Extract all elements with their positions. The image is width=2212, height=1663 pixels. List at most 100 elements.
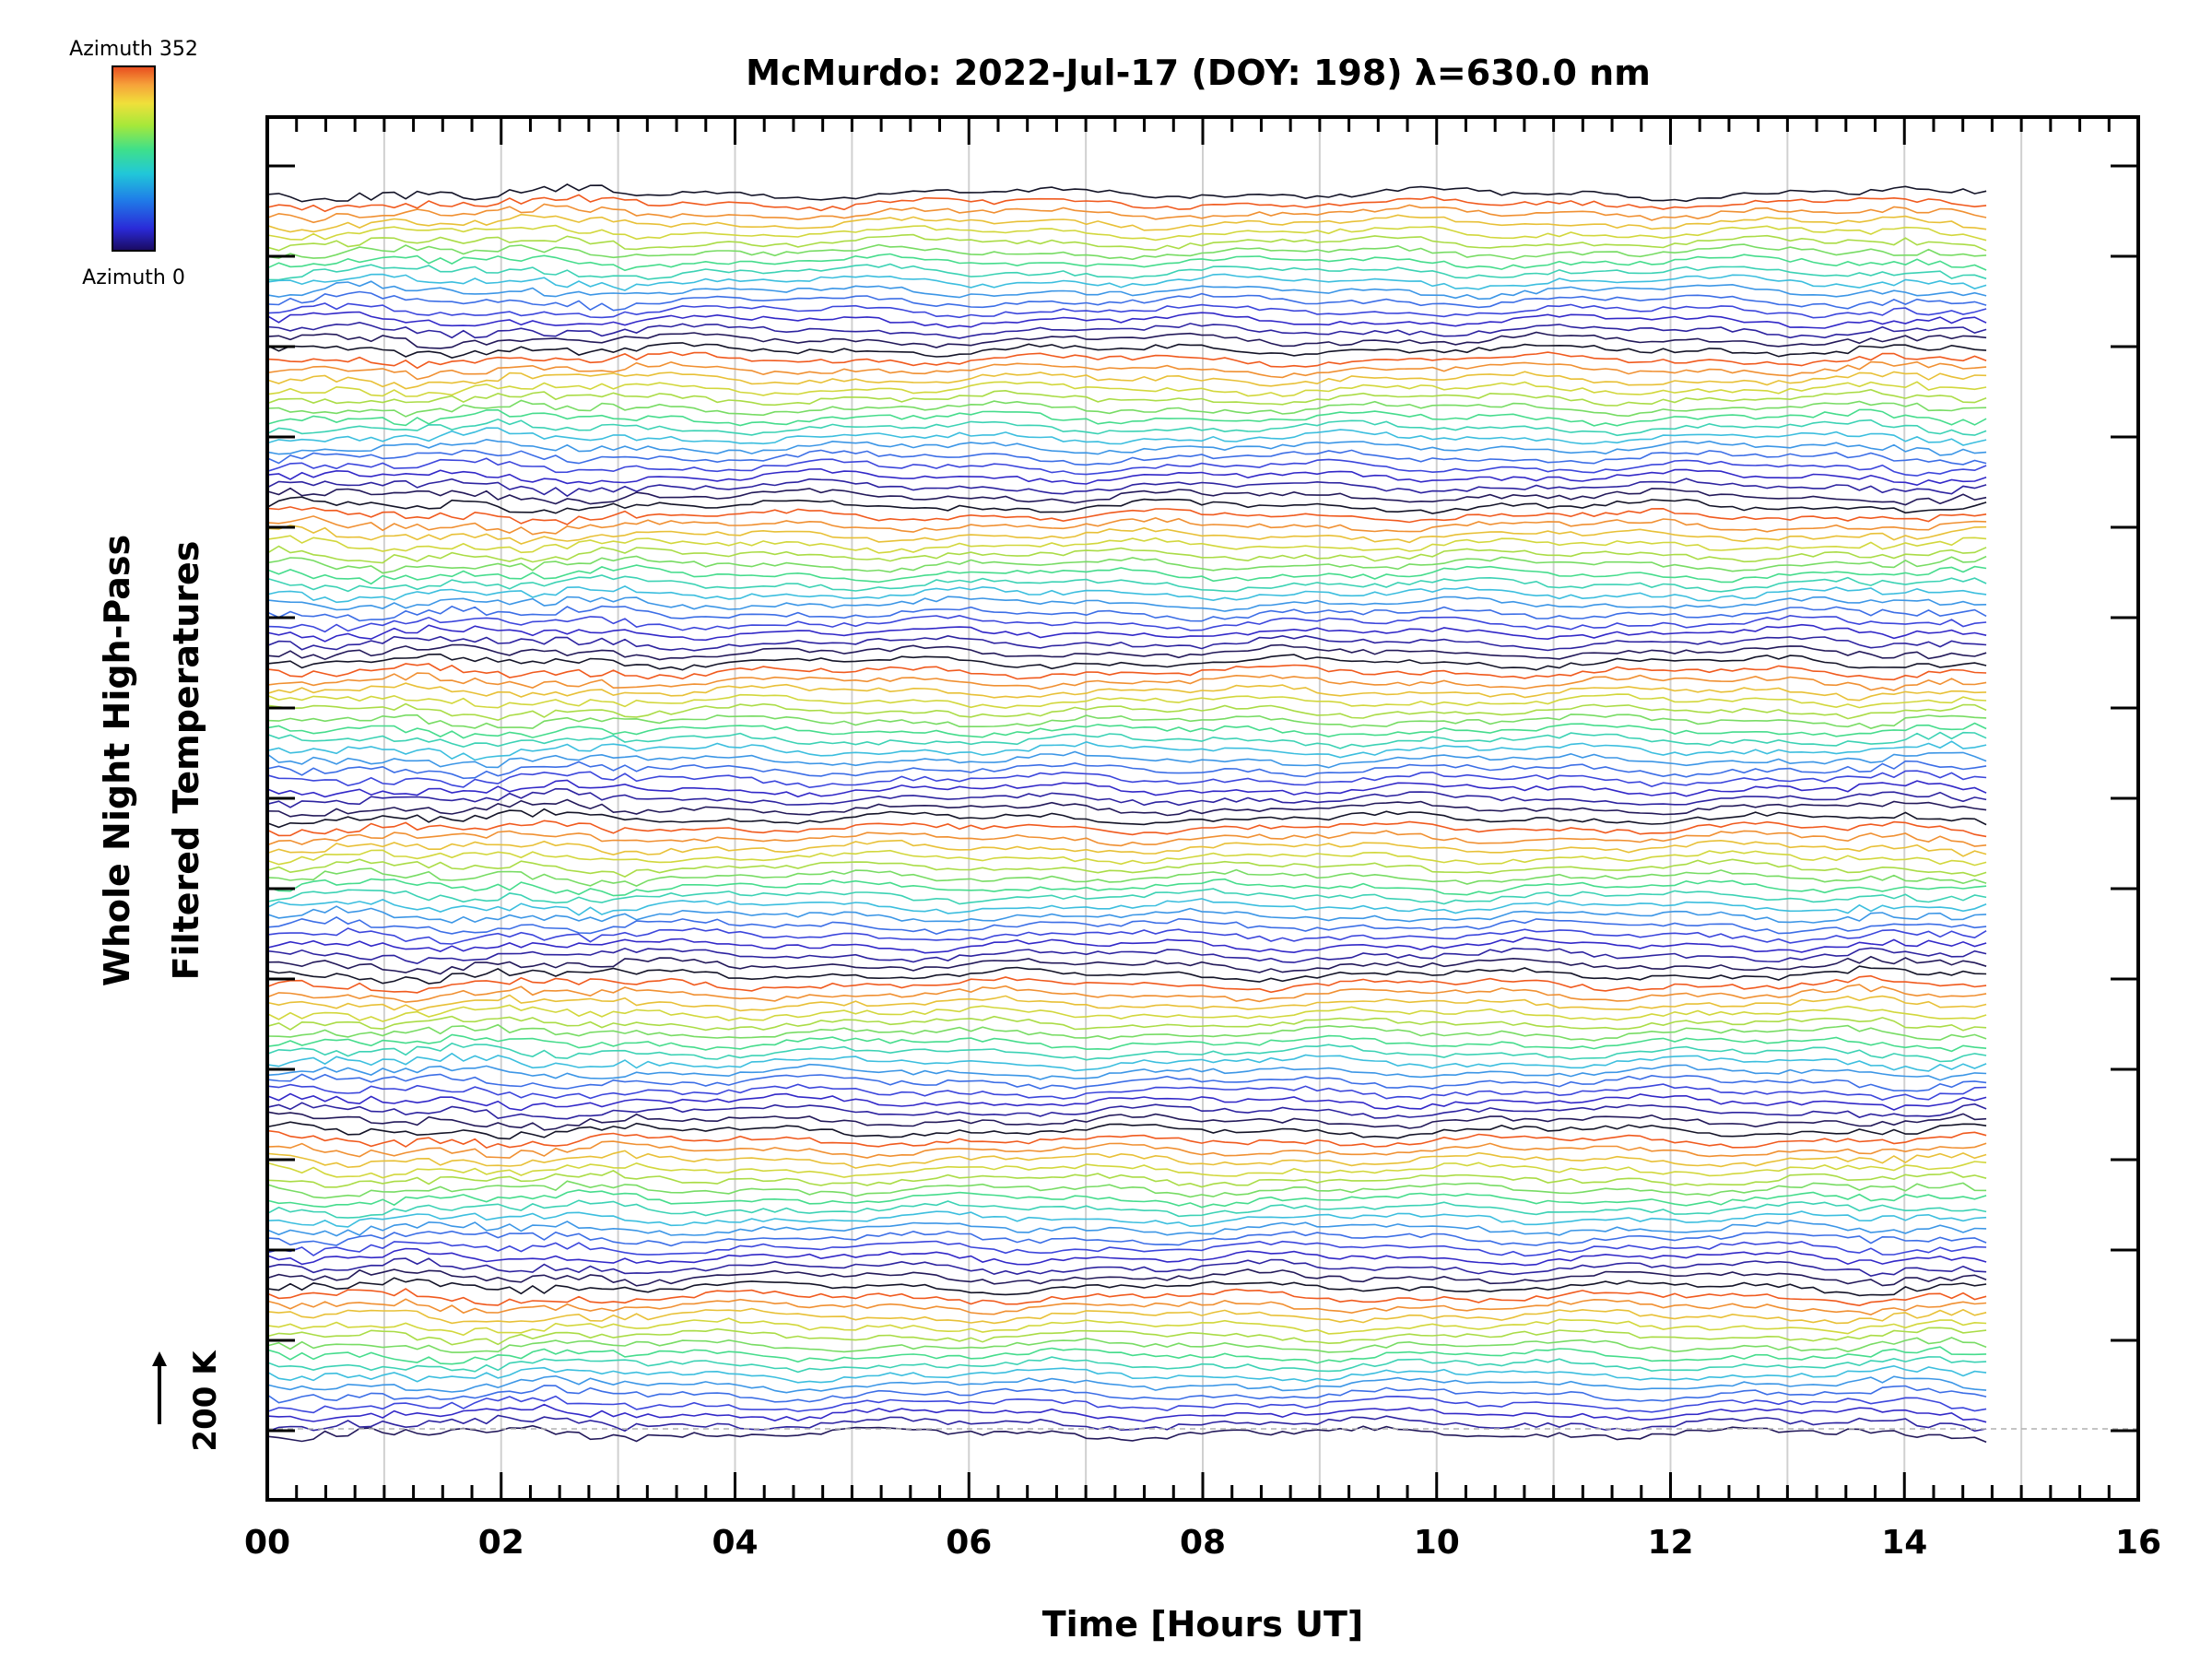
series-line [266, 1346, 1987, 1365]
series-line [266, 388, 1987, 407]
series-line [266, 1298, 1987, 1315]
series-line [266, 399, 1987, 418]
series-line [266, 888, 1987, 905]
series-line [266, 858, 1987, 878]
series-line [266, 787, 1987, 808]
series-line [266, 331, 1987, 349]
vertical-grid [382, 117, 2023, 1500]
series-line [266, 1414, 1987, 1433]
series-line [266, 1004, 1987, 1022]
series-line [266, 898, 1987, 916]
series-line [266, 574, 1987, 593]
series-line [266, 693, 1987, 709]
chart-title: McMurdo: 2022-Jul-17 (DOY: 198) λ=630.0 … [746, 53, 1651, 93]
series-line [266, 927, 1987, 945]
series-line [266, 1102, 1987, 1120]
series-line [266, 1240, 1987, 1257]
series-line [266, 545, 1987, 564]
series-line [266, 342, 1987, 359]
series-line [266, 585, 1987, 604]
series-line [266, 947, 1987, 965]
colorbar-bottom-label: Azimuth 0 [82, 266, 185, 289]
series-line [266, 478, 1987, 498]
x-tick-label: 04 [712, 1524, 758, 1562]
series-line [266, 839, 1987, 857]
x-tick-label: 02 [478, 1524, 524, 1562]
x-tick-label: 10 [1414, 1524, 1460, 1562]
series-line [266, 1033, 1987, 1053]
series-line [266, 760, 1987, 780]
series-line [266, 905, 1987, 924]
y-axis-label-line1: Whole Night High-Pass [97, 535, 137, 986]
series-line [266, 487, 1987, 506]
series-line [266, 614, 1987, 633]
series-line [266, 467, 1987, 487]
series-line [266, 427, 1987, 446]
series-line [266, 643, 1987, 661]
x-tick-label: 00 [244, 1524, 290, 1562]
series-line [266, 506, 1987, 525]
series-line [266, 1023, 1987, 1042]
series-line [266, 564, 1987, 585]
series-line [266, 1230, 1987, 1247]
x-axis-label: Time [Hours UT] [1042, 1604, 1364, 1645]
series-line [266, 243, 1987, 261]
series-line [266, 1073, 1987, 1092]
x-tick-label: 06 [946, 1524, 992, 1562]
series-line [266, 449, 1987, 466]
series-line [266, 360, 1987, 381]
series-line [266, 1042, 1987, 1063]
series-line [266, 408, 1987, 427]
series-line [266, 496, 1987, 514]
series-line [266, 1140, 1987, 1159]
series-line [266, 1220, 1987, 1237]
scale-marker-label: 200 K [187, 1350, 224, 1452]
series-line [266, 867, 1987, 887]
x-tick-labels: 00 02 04 06 08 10 12 14 16 [244, 1524, 2161, 1562]
series-line [266, 457, 1987, 477]
series-line [266, 974, 1987, 994]
colorbar-top-label: Azimuth 352 [69, 38, 198, 61]
series-line [266, 525, 1987, 545]
series-line [266, 1111, 1987, 1131]
series-line [266, 808, 1987, 829]
series-line [266, 1180, 1987, 1199]
series-line [266, 302, 1987, 319]
series-line [266, 937, 1987, 954]
series-line [266, 280, 1987, 301]
series-line [266, 1170, 1987, 1188]
series-line [266, 1199, 1987, 1219]
series-line [266, 623, 1987, 643]
series-line [266, 253, 1987, 272]
series-line [266, 1161, 1987, 1179]
series-line [266, 1337, 1987, 1353]
series-line [266, 663, 1987, 681]
series-line [266, 1083, 1987, 1101]
series-line [266, 770, 1987, 789]
series-line [266, 722, 1987, 739]
series-line [266, 994, 1987, 1012]
series-line [266, 634, 1987, 652]
series-line [266, 1424, 1987, 1444]
series-line [266, 1288, 1987, 1307]
series-line [266, 605, 1987, 622]
series-line [266, 213, 1987, 233]
x-tick-label: 12 [1647, 1524, 1693, 1562]
x-tick-label: 14 [1881, 1524, 1927, 1562]
series-line [266, 1364, 1987, 1384]
series-line [266, 418, 1987, 437]
series-line [266, 878, 1987, 897]
series-line [266, 183, 1987, 203]
series-line [266, 1307, 1987, 1325]
series-line [266, 1092, 1987, 1112]
plot-frame [265, 115, 2140, 1502]
series-line [266, 351, 1987, 370]
colorbar [112, 65, 156, 252]
series-line [266, 1374, 1987, 1394]
series-line [266, 263, 1987, 281]
series-line [266, 653, 1987, 671]
series-line [266, 1395, 1987, 1414]
series-line [266, 321, 1987, 339]
series-line [266, 1052, 1987, 1072]
